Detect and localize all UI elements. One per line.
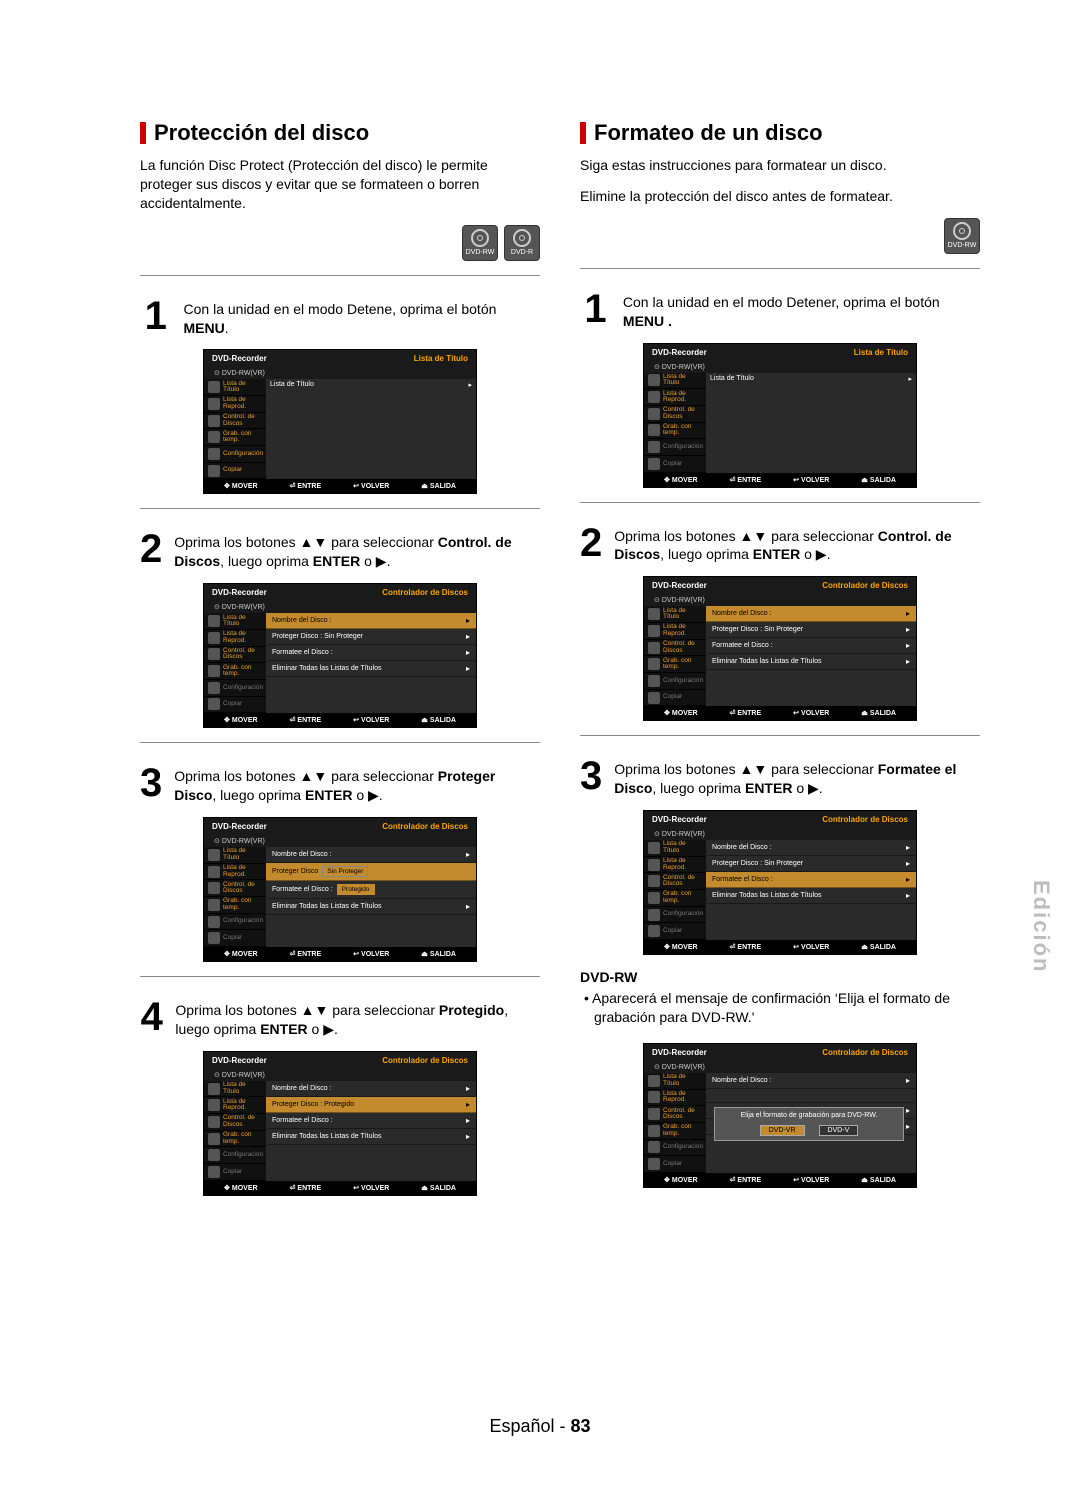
right-step3-text: Oprima los botones ▲▼ para seleccionar F… [614,756,980,798]
step-number: 3 [140,763,162,805]
dvd-rw-bullet: • Aparecerá el mensaje de confirmación ‘… [580,989,980,1027]
right-section-title: Formateo de un disco [580,120,980,146]
left-intro: La función Disc Protect (Protección del … [140,156,540,213]
right-step1-text: Con la unidad en el modo Detener, oprima… [623,289,980,331]
menu-screenshot-r2: DVD-RecorderControlador de Discos DVD-RW… [643,576,917,721]
dvd-v-button[interactable]: DVD-V [819,1125,859,1136]
menu-screenshot-1: DVD-RecorderLista de Título DVD-RW(VR) L… [203,349,477,494]
step-number: 1 [580,289,611,331]
step-number: 1 [140,296,172,338]
step-number: 2 [580,523,602,565]
disc-icon-dvd-rw: DVD-RW [462,225,498,261]
left-step2-text: Oprima los botones ▲▼ para seleccionar C… [174,529,540,571]
page-footer: Español - 83 [0,1416,1080,1437]
left-section-title: Protección del disco [140,120,540,146]
dvd-rw-heading: DVD-RW [580,969,980,985]
step-number: 4 [140,997,163,1039]
menu-screenshot-3: DVD-RecorderControlador de Discos DVD-RW… [203,817,477,962]
menu-screenshot-r1: DVD-RecorderLista de Título DVD-RW(VR) L… [643,343,917,488]
step-number: 2 [140,529,162,571]
menu-screenshot-4: DVD-RecorderControlador de Discos DVD-RW… [203,1051,477,1196]
left-step4-text: Oprima los botones ▲▼ para seleccionar P… [175,997,540,1039]
left-step1-text: Con la unidad en el modo Detene, oprima … [184,296,540,338]
right-step2-text: Oprima los botones ▲▼ para seleccionar C… [614,523,980,565]
right-intro1: Siga estas instrucciones para formatear … [580,156,980,175]
right-intro2: Elimine la protección del disco antes de… [580,187,980,206]
menu-screenshot-r3: DVD-RecorderControlador de Discos DVD-RW… [643,810,917,955]
side-tab-label: Edición [1028,880,1054,973]
left-step3-text: Oprima los botones ▲▼ para seleccionar P… [174,763,540,805]
disc-icon-dvd-r: DVD-R [504,225,540,261]
disc-icon-dvd-rw: DVD-RW [944,218,980,254]
format-dialog: Elija el formato de grabación para DVD-R… [714,1107,904,1141]
menu-screenshot-2: DVD-RecorderControlador de Discos DVD-RW… [203,583,477,728]
step-number: 3 [580,756,602,798]
menu-screenshot-r4: DVD-RecorderControlador de Discos DVD-RW… [643,1043,917,1188]
dvd-vr-button[interactable]: DVD-VR [760,1125,805,1136]
